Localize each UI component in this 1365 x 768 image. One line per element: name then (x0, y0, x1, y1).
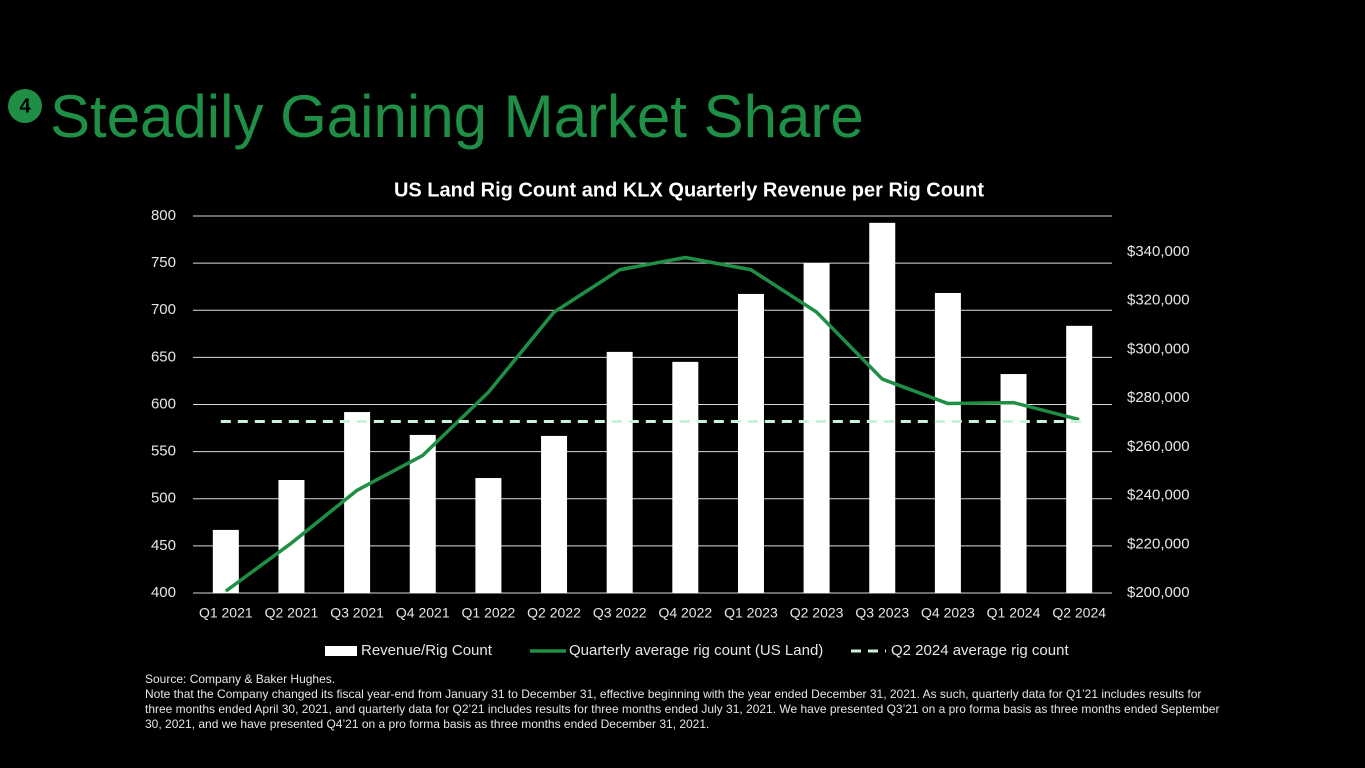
badge-number: 4 (19, 95, 31, 117)
bar (1066, 325, 1093, 593)
x-tick-label: Q1 2024 (987, 605, 1041, 621)
x-tick-label: Q1 2023 (724, 605, 778, 621)
bar (803, 263, 830, 593)
bar (869, 222, 896, 593)
x-tick-label: Q4 2023 (921, 605, 975, 621)
x-tick-label: Q4 2021 (396, 605, 450, 621)
bar (1000, 374, 1027, 593)
bar (737, 293, 764, 593)
legend-label: Q2 2024 average rig count (891, 642, 1069, 659)
legend-label: Quarterly average rig count (US Land) (569, 642, 823, 659)
y2-tick-label: $240,000 (1127, 487, 1190, 504)
x-tick-label: Q1 2022 (462, 605, 516, 621)
bar (475, 478, 502, 593)
slide-title: Steadily Gaining Market Share (50, 83, 864, 150)
x-tick-label: Q1 2021 (199, 605, 253, 621)
x-tick-label: Q3 2021 (330, 605, 384, 621)
y2-tick-label: $320,000 (1127, 292, 1190, 309)
y2-tick-label: $300,000 (1127, 340, 1190, 357)
y-tick-label: 500 (151, 490, 176, 507)
y2-tick-label: $220,000 (1127, 535, 1190, 552)
y-tick-label: 650 (151, 348, 176, 365)
bar (344, 412, 371, 593)
y-tick-label: 600 (151, 395, 176, 412)
bar (212, 529, 239, 593)
y2-tick-label: $340,000 (1127, 243, 1190, 260)
chart-title: US Land Rig Count and KLX Quarterly Reve… (394, 179, 984, 201)
y2-tick-label: $260,000 (1127, 438, 1190, 455)
y-tick-label: 400 (151, 584, 176, 601)
y-tick-label: 550 (151, 443, 176, 460)
x-tick-label: Q2 2021 (265, 605, 319, 621)
source-note: Source: Company & Baker Hughes. (145, 672, 336, 686)
x-tick-label: Q2 2024 (1052, 605, 1106, 621)
y-tick-label: 450 (151, 537, 176, 554)
line (224, 255, 1080, 593)
legend-label: Revenue/Rig Count (361, 642, 493, 659)
bar (672, 361, 699, 593)
x-tick-label: Q2 2023 (790, 605, 844, 621)
bar (934, 292, 961, 593)
bar (541, 435, 568, 593)
legend-swatch (325, 646, 357, 656)
notes: Source: Company & Baker Hughes. Note tha… (145, 672, 1225, 732)
footnote: Note that the Company changed its fiscal… (145, 687, 1220, 731)
x-tick-label: Q2 2022 (527, 605, 581, 621)
y2-tick-label: $200,000 (1127, 584, 1190, 601)
y-tick-label: 800 (151, 207, 176, 224)
x-tick-label: Q3 2022 (593, 605, 647, 621)
y2-tick-label: $280,000 (1127, 389, 1190, 406)
x-tick-label: Q4 2022 (658, 605, 712, 621)
y-tick-label: 750 (151, 254, 176, 271)
bar (606, 351, 633, 593)
badge-circle (8, 89, 42, 123)
x-tick-label: Q3 2023 (855, 605, 909, 621)
y-tick-label: 700 (151, 301, 176, 318)
